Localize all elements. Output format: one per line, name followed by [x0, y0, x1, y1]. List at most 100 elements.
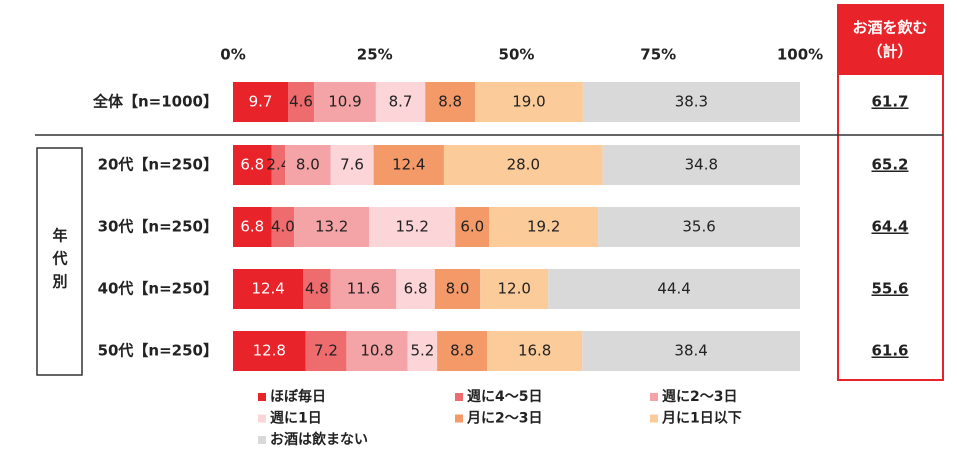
- legend-label: お酒は飲まない: [270, 431, 368, 448]
- x-tick-label: 100%: [777, 46, 823, 64]
- bar-segment: [369, 207, 456, 247]
- total-title: （計）: [867, 43, 912, 61]
- data-label: 10.8: [360, 342, 393, 360]
- data-label: 12.4: [392, 156, 425, 174]
- data-label: 8.8: [438, 93, 462, 111]
- data-label: 10.9: [328, 93, 361, 111]
- data-label: 4.8: [305, 280, 329, 298]
- data-label: 7.6: [340, 156, 364, 174]
- bar-segment: [314, 82, 376, 122]
- bar-segment: [480, 269, 549, 309]
- data-label: 38.4: [674, 342, 707, 360]
- data-label: 4.0: [271, 218, 295, 236]
- bar-segment: [330, 145, 374, 185]
- data-label: 19.0: [512, 93, 545, 111]
- total-header-bg: [838, 5, 943, 75]
- data-label: 8.0: [296, 156, 320, 174]
- bar-segment: [425, 82, 476, 122]
- legend-label: 月に2～3日: [466, 411, 542, 427]
- bar-segment: [233, 145, 272, 185]
- data-label: 6.8: [240, 218, 264, 236]
- bar-segment: [330, 269, 397, 309]
- bar-segment: [233, 207, 272, 247]
- bar-segment: [285, 145, 331, 185]
- bar-segment: [346, 331, 408, 371]
- data-label: 12.0: [498, 280, 531, 298]
- bar-segment: [373, 145, 444, 185]
- x-tick-label: 75%: [640, 46, 676, 64]
- legend-swatch: [455, 414, 463, 423]
- x-tick-label: 50%: [499, 46, 535, 64]
- bar-segment: [305, 331, 347, 371]
- bar-segment: [233, 269, 304, 309]
- data-label: 38.3: [675, 93, 708, 111]
- bar-segment: [582, 331, 800, 371]
- total-value: 61.6: [871, 342, 908, 360]
- legend-label: 週に2～3日: [662, 389, 737, 405]
- bar-segment: [487, 331, 583, 371]
- data-label: 8.7: [389, 93, 413, 111]
- bar-segment: [434, 269, 481, 309]
- y-tick-label: 30代【n=250】: [98, 218, 218, 236]
- legend-swatch: [258, 414, 266, 423]
- legend-label: 週に4～5日: [467, 389, 542, 405]
- bar-segment: [489, 207, 599, 247]
- bar-segment: [375, 82, 426, 122]
- data-label: 34.8: [685, 156, 718, 174]
- y-tick-label: 20代【n=250】: [98, 156, 218, 174]
- bar-segment: [271, 145, 286, 185]
- data-label: 35.6: [682, 218, 715, 236]
- data-label: 5.2: [410, 342, 434, 360]
- data-label: 16.8: [518, 342, 551, 360]
- bar-segment: [602, 145, 800, 185]
- total-title: お酒を飲む: [852, 19, 927, 37]
- data-label: 7.2: [314, 342, 338, 360]
- x-tick-label: 0%: [220, 46, 245, 64]
- bar-segment: [437, 331, 488, 371]
- group-box: [36, 147, 83, 376]
- bar-segment: [443, 145, 603, 185]
- data-label: 44.4: [657, 280, 690, 298]
- legend-swatch: [650, 414, 658, 423]
- bar-segment: [303, 269, 331, 309]
- total-value: 65.2: [871, 156, 908, 174]
- bar-segment: [582, 82, 800, 122]
- x-tick-label: 25%: [357, 46, 393, 64]
- total-value: 61.7: [871, 93, 908, 111]
- data-label: 15.2: [395, 218, 428, 236]
- total-value: 64.4: [871, 218, 908, 236]
- bar-segment: [598, 207, 800, 247]
- bar-segment: [294, 207, 370, 247]
- legend-swatch: [650, 393, 658, 401]
- data-label: 4.6: [289, 93, 313, 111]
- data-label: 6.8: [240, 156, 264, 174]
- data-label: 2.4: [266, 156, 290, 174]
- bar-segment: [396, 269, 435, 309]
- bar-segment: [455, 207, 490, 247]
- legend-swatch: [258, 393, 266, 401]
- y-tick-label: 50代【n=250】: [98, 342, 218, 360]
- legend-label: 週に1日: [270, 411, 322, 427]
- bar-segment: [287, 82, 315, 122]
- data-label: 28.0: [507, 156, 540, 174]
- bar-segment: [475, 82, 583, 122]
- data-label: 8.0: [446, 280, 470, 298]
- bar-segment: [233, 82, 288, 122]
- data-label: 8.8: [450, 342, 474, 360]
- group-label: 年代別: [51, 227, 69, 297]
- data-label: 6.8: [404, 280, 428, 298]
- data-label: 6.0: [460, 218, 484, 236]
- data-label: 19.2: [527, 218, 560, 236]
- legend-swatch: [455, 393, 463, 401]
- bar-segment: [548, 269, 800, 309]
- data-label: 12.8: [253, 342, 286, 360]
- data-label: 9.7: [249, 93, 273, 111]
- bar-segment: [271, 207, 295, 247]
- data-label: 12.4: [251, 280, 284, 298]
- data-label: 11.6: [347, 280, 380, 298]
- y-tick-label: 全体【n=1000】: [92, 93, 218, 111]
- data-label: 13.2: [315, 218, 348, 236]
- total-value: 55.6: [871, 280, 908, 298]
- bar-segment: [233, 331, 306, 371]
